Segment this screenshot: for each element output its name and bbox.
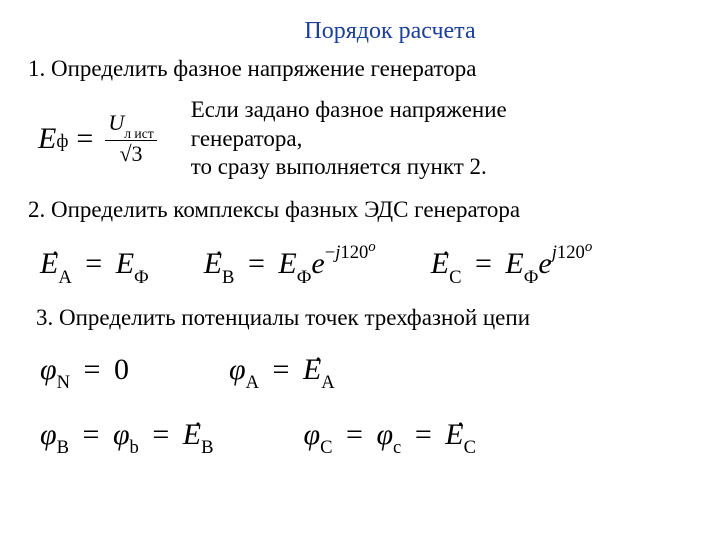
ef-sub: ф xyxy=(56,131,68,153)
eq-sign: = xyxy=(83,418,100,451)
ec-ang: 120 xyxy=(557,242,585,263)
phiA-var: φ xyxy=(229,353,246,386)
phiB-rsub: B xyxy=(201,437,213,458)
ea-lvar: E xyxy=(40,247,58,281)
phiB-var2: φ xyxy=(113,418,130,451)
ef-den: √3 xyxy=(119,141,142,165)
note-line2: то сразу выполняется пункт 2. xyxy=(191,153,621,182)
eb-ang: 120 xyxy=(340,242,368,263)
equals: = xyxy=(76,122,93,156)
phiB-var1: φ xyxy=(40,418,57,451)
eb-e: e xyxy=(311,247,324,280)
ef-fraction: Uл ист √3 xyxy=(105,112,156,165)
phi-row1: φN = 0 φA = EA xyxy=(40,353,692,392)
eb-rsub: Ф xyxy=(297,267,312,288)
formula-ef: Eф = Uл ист √3 xyxy=(38,112,161,165)
step-1-text: 1. Определить фазное напряжение генерато… xyxy=(28,55,692,84)
emf-equations: EA = EФ EB = EФe−j120o EC = EФej120o xyxy=(40,243,692,286)
eb-deg: o xyxy=(368,239,375,255)
eb-lvar: E xyxy=(204,247,222,281)
step-2-text: 2. Определить комплексы фазных ЭДС генер… xyxy=(28,196,692,225)
phiC-rvar: E xyxy=(445,418,463,452)
step1-row: Eф = Uл ист √3 Если задано фазное напряж… xyxy=(38,96,692,182)
phiN-sub: N xyxy=(57,372,70,393)
step-3-text: 3. Определить потенциалы точек трехфазно… xyxy=(36,304,692,333)
phiC-var1: φ xyxy=(304,418,321,451)
eb-rvar: E xyxy=(278,247,296,280)
phiA-rvar: E xyxy=(303,353,321,387)
ec-deg: o xyxy=(585,239,592,255)
ea-rvar: E xyxy=(116,247,134,280)
ec-lsub: C xyxy=(449,267,461,288)
eq-sign: = xyxy=(248,247,265,280)
eq-sign: = xyxy=(346,418,363,451)
eq-sign: = xyxy=(415,418,432,451)
phi-row2: φB = φb = EB φC = φc = EC xyxy=(40,418,692,457)
phiB-sub2: b xyxy=(130,437,139,458)
note-line1: Если задано фазное напряжение генератора… xyxy=(191,96,621,154)
phiA-sub: A xyxy=(246,372,259,393)
eq-phiC: φC = φc = EC xyxy=(304,418,476,457)
phiC-sub1: C xyxy=(320,437,332,458)
eb-sign: − xyxy=(325,242,336,263)
eq-sign: = xyxy=(475,247,492,280)
ea-rsub: Ф xyxy=(134,267,149,288)
eq-phiA: φA = EA xyxy=(229,353,335,392)
phiC-var2: φ xyxy=(376,418,393,451)
eq-ec: EC = EФej120o xyxy=(431,243,593,286)
page-title: Порядок расчета xyxy=(88,18,692,45)
ef-num: Uл ист xyxy=(105,112,156,141)
step1-note: Если задано фазное напряжение генератора… xyxy=(191,96,621,182)
phiB-sub1: B xyxy=(57,437,69,458)
ef-var: E xyxy=(38,122,56,156)
eq-eb: EB = EФe−j120o xyxy=(204,243,376,286)
eq-ea: EA = EФ xyxy=(40,247,149,286)
eq-sign: = xyxy=(152,418,169,451)
phiC-sub2: c xyxy=(393,437,401,458)
eq-phiB: φB = φb = EB xyxy=(40,418,214,457)
phiC-rsub: C xyxy=(464,437,476,458)
eb-lsub: B xyxy=(222,267,234,288)
phiN-var: φ xyxy=(40,353,57,386)
ec-rvar: E xyxy=(505,247,523,280)
u-sub: л ист xyxy=(124,126,154,141)
eb-exp: −j120o xyxy=(325,242,376,263)
eq-sign: = xyxy=(273,353,290,386)
eq-sign: = xyxy=(85,247,102,280)
ea-lsub: A xyxy=(58,267,71,288)
ec-rsub: Ф xyxy=(524,267,539,288)
phiB-rvar: E xyxy=(183,418,201,452)
phiA-rsub: A xyxy=(321,372,334,393)
ec-exp: j120o xyxy=(552,242,593,263)
u-var: U xyxy=(108,110,124,135)
phiN-rhs: 0 xyxy=(114,353,129,386)
ec-lvar: E xyxy=(431,247,449,281)
eq-sign: = xyxy=(84,353,101,386)
ec-e: e xyxy=(538,247,551,280)
sqrt-val: 3 xyxy=(132,141,143,166)
eq-phiN: φN = 0 xyxy=(40,353,129,392)
